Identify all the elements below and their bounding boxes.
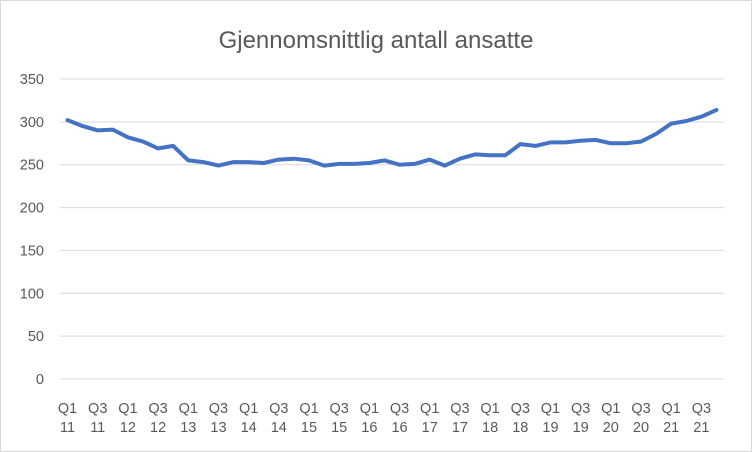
x-tick-label-year: 18 bbox=[512, 420, 528, 436]
x-tick-label-quarter: Q1 bbox=[118, 401, 137, 417]
x-tick-label-quarter: Q3 bbox=[631, 401, 650, 417]
x-tick-label-year: 13 bbox=[180, 420, 196, 436]
x-tick-label-quarter: Q3 bbox=[148, 401, 167, 417]
x-tick-label-quarter: Q3 bbox=[571, 401, 590, 417]
series-layer bbox=[65, 107, 719, 168]
x-tick-label-quarter: Q1 bbox=[179, 401, 198, 417]
x-tick-label-year: 19 bbox=[542, 420, 558, 436]
x-tick-label-quarter: Q1 bbox=[480, 401, 499, 417]
x-tick-label-quarter: Q1 bbox=[541, 401, 560, 417]
x-tick-label-quarter: Q3 bbox=[511, 401, 530, 417]
gridlines bbox=[60, 78, 724, 380]
x-tick-label-year: 14 bbox=[271, 420, 287, 436]
x-tick-label-quarter: Q3 bbox=[209, 401, 228, 417]
y-tick-label-200: 200 bbox=[20, 201, 44, 217]
x-tick-label-year: 20 bbox=[633, 420, 649, 436]
y-tick-label-300: 300 bbox=[20, 115, 44, 131]
x-tick-label-quarter: Q3 bbox=[390, 401, 409, 417]
y-tick-label-100: 100 bbox=[20, 286, 44, 302]
x-tick-label-quarter: Q1 bbox=[662, 401, 681, 417]
y-tick-label-50: 50 bbox=[28, 329, 44, 345]
x-tick-label-year: 17 bbox=[422, 420, 438, 436]
y-tick-label-350: 350 bbox=[20, 72, 44, 88]
x-axis-tick-labels: Q1 11 Q3 11 Q1 12 Q3 12 Q1 13 Q3 13 Q1 14 Q3 14 Q1 15 Q3 15… bbox=[58, 401, 711, 436]
x-tick-label-quarter: Q3 bbox=[692, 401, 711, 417]
x-tick-label-year: 16 bbox=[391, 420, 407, 436]
series-line-1 bbox=[65, 107, 719, 168]
x-tick-label-quarter: Q3 bbox=[88, 401, 107, 417]
x-tick-label-year: 14 bbox=[241, 420, 257, 436]
y-tick-label-0: 0 bbox=[36, 372, 44, 388]
x-tick-label-year: 12 bbox=[120, 420, 136, 436]
x-tick-label-quarter: Q3 bbox=[330, 401, 349, 417]
x-tick-label-year: 15 bbox=[331, 420, 347, 436]
x-tick-label-year: 12 bbox=[150, 420, 166, 436]
x-tick-label-quarter: Q1 bbox=[58, 401, 77, 417]
x-tick-label-year: 17 bbox=[452, 420, 468, 436]
x-tick-label-quarter: Q1 bbox=[239, 401, 258, 417]
x-tick-label-year: 11 bbox=[60, 420, 75, 436]
y-tick-label-250: 250 bbox=[20, 158, 44, 174]
x-tick-label-year: 19 bbox=[573, 420, 589, 436]
x-tick-label-quarter: Q1 bbox=[299, 401, 318, 417]
x-tick-label-year: 21 bbox=[663, 420, 679, 436]
y-axis-tick-labels: 0 50 100 150 200 250 300 350 bbox=[20, 72, 44, 388]
x-tick-label-quarter: Q1 bbox=[601, 401, 620, 417]
x-tick-label-year: 15 bbox=[301, 420, 317, 436]
y-tick-label-150: 150 bbox=[20, 243, 44, 259]
x-tick-label-year: 13 bbox=[210, 420, 226, 436]
x-tick-label-quarter: Q3 bbox=[450, 401, 469, 417]
x-tick-label-quarter: Q1 bbox=[360, 401, 379, 417]
x-tick-label-year: 18 bbox=[482, 420, 498, 436]
x-tick-label-year: 16 bbox=[361, 420, 377, 436]
x-tick-label-year: 21 bbox=[693, 420, 709, 436]
x-tick-label-quarter: Q3 bbox=[269, 401, 288, 417]
x-tick-label-quarter: Q1 bbox=[420, 401, 439, 417]
chart-title: Gjennomsnittlig antall ansatte bbox=[219, 27, 534, 54]
x-tick-label-year: 20 bbox=[603, 420, 619, 436]
x-tick-label-year: 11 bbox=[90, 420, 105, 436]
